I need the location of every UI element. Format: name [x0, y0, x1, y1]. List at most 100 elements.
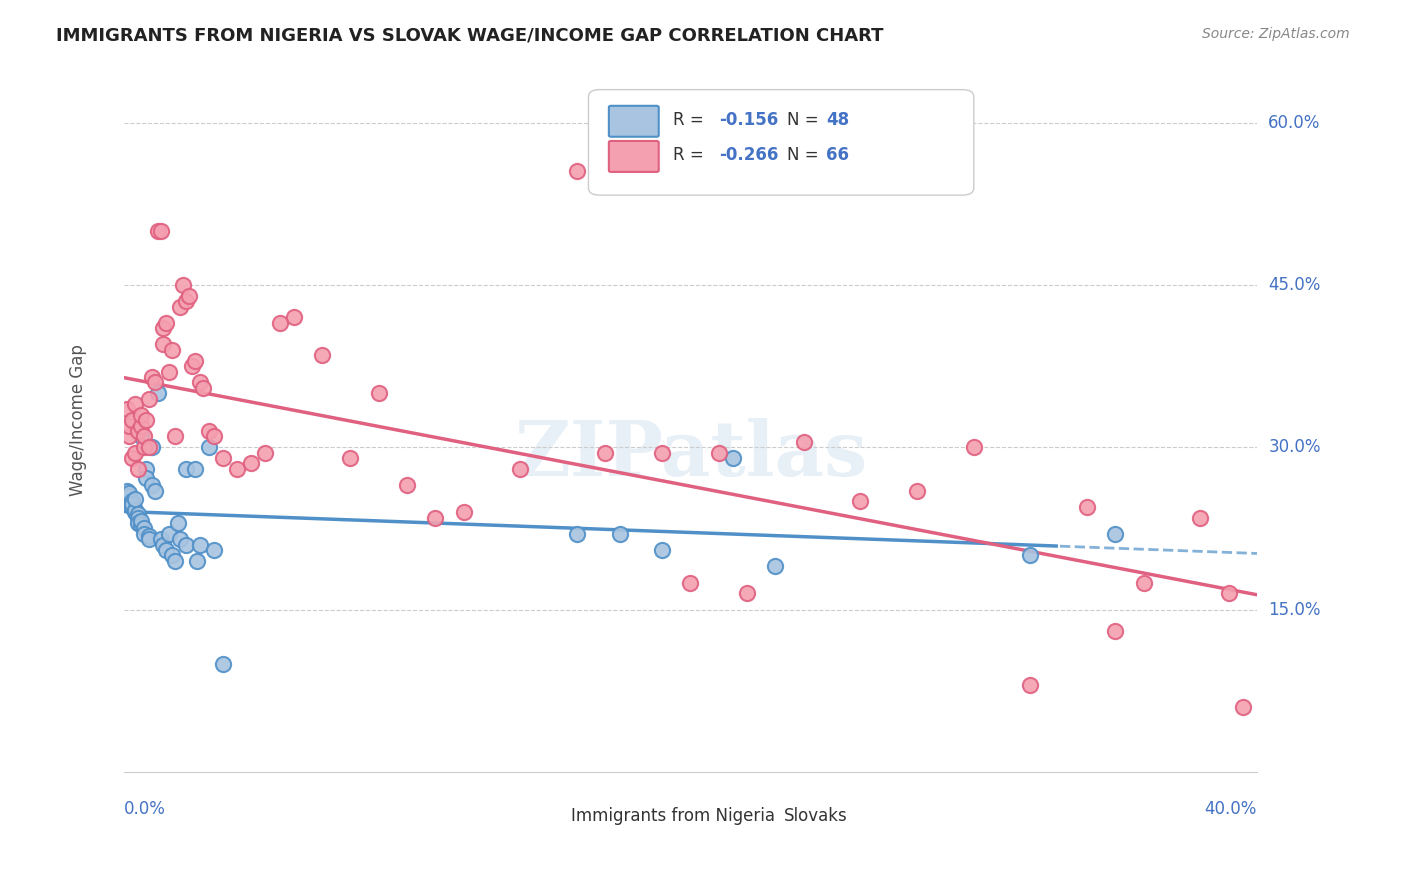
- Point: [565, 526, 588, 541]
- Point: [146, 386, 169, 401]
- Point: [707, 445, 730, 459]
- Point: [177, 289, 200, 303]
- Point: [283, 310, 305, 325]
- Point: [1019, 549, 1042, 563]
- Point: [963, 440, 986, 454]
- Point: [396, 478, 419, 492]
- Text: 15.0%: 15.0%: [1268, 600, 1320, 618]
- Point: [212, 657, 235, 671]
- Point: [905, 483, 928, 498]
- Text: 66: 66: [827, 146, 849, 164]
- Text: 45.0%: 45.0%: [1268, 276, 1320, 294]
- Point: [127, 424, 149, 438]
- Point: [212, 451, 235, 466]
- Point: [121, 496, 143, 510]
- Point: [124, 445, 146, 459]
- Point: [166, 516, 188, 530]
- Text: IMMIGRANTS FROM NIGERIA VS SLOVAK WAGE/INCOME GAP CORRELATION CHART: IMMIGRANTS FROM NIGERIA VS SLOVAK WAGE/I…: [56, 27, 884, 45]
- Point: [115, 402, 138, 417]
- Point: [198, 440, 221, 454]
- Point: [132, 526, 155, 541]
- Point: [157, 364, 180, 378]
- Text: Source: ZipAtlas.com: Source: ZipAtlas.com: [1202, 27, 1350, 41]
- Point: [765, 559, 787, 574]
- Point: [138, 533, 160, 547]
- Text: R =: R =: [673, 146, 710, 164]
- Text: 0.0%: 0.0%: [124, 800, 166, 818]
- Point: [127, 516, 149, 530]
- Point: [339, 451, 361, 466]
- Point: [180, 359, 202, 373]
- Point: [149, 533, 172, 547]
- Point: [509, 462, 531, 476]
- Point: [127, 462, 149, 476]
- Text: 40.0%: 40.0%: [1205, 800, 1257, 818]
- Point: [226, 462, 249, 476]
- Point: [132, 429, 155, 443]
- Point: [1218, 586, 1240, 600]
- Point: [124, 397, 146, 411]
- Point: [188, 376, 211, 390]
- Point: [132, 521, 155, 535]
- Point: [121, 494, 143, 508]
- Point: [118, 489, 141, 503]
- Point: [127, 508, 149, 522]
- Point: [149, 224, 172, 238]
- Point: [1104, 526, 1126, 541]
- Point: [124, 503, 146, 517]
- Point: [152, 321, 174, 335]
- Point: [141, 370, 163, 384]
- Point: [254, 445, 277, 459]
- Point: [118, 485, 141, 500]
- Point: [121, 451, 143, 466]
- Point: [129, 518, 152, 533]
- Point: [651, 543, 673, 558]
- Point: [679, 575, 702, 590]
- Point: [188, 538, 211, 552]
- Point: [129, 429, 152, 443]
- Point: [1076, 500, 1098, 514]
- Point: [735, 586, 758, 600]
- Text: R =: R =: [673, 111, 710, 128]
- Point: [163, 429, 186, 443]
- Point: [269, 316, 291, 330]
- Text: N =: N =: [787, 146, 824, 164]
- Point: [721, 451, 744, 466]
- Point: [183, 353, 205, 368]
- Text: 60.0%: 60.0%: [1268, 113, 1320, 132]
- Point: [138, 392, 160, 406]
- Point: [129, 408, 152, 422]
- Point: [1189, 510, 1212, 524]
- Point: [124, 492, 146, 507]
- Point: [174, 538, 197, 552]
- Point: [1232, 700, 1254, 714]
- Point: [115, 483, 138, 498]
- Point: [169, 533, 191, 547]
- Point: [132, 440, 155, 454]
- Point: [163, 554, 186, 568]
- Point: [849, 494, 872, 508]
- Point: [155, 316, 177, 330]
- Point: [172, 277, 194, 292]
- Text: Immigrants from Nigeria: Immigrants from Nigeria: [571, 806, 776, 824]
- Point: [129, 514, 152, 528]
- Point: [127, 510, 149, 524]
- Point: [129, 418, 152, 433]
- Point: [152, 337, 174, 351]
- Text: 30.0%: 30.0%: [1268, 438, 1320, 457]
- Text: ZIPatlas: ZIPatlas: [515, 418, 868, 492]
- Point: [174, 462, 197, 476]
- Point: [143, 376, 166, 390]
- Point: [311, 348, 333, 362]
- Point: [183, 462, 205, 476]
- Point: [1019, 678, 1042, 692]
- Point: [141, 478, 163, 492]
- Point: [204, 429, 226, 443]
- Point: [143, 483, 166, 498]
- FancyBboxPatch shape: [609, 141, 659, 172]
- Text: 48: 48: [827, 111, 849, 128]
- Point: [141, 440, 163, 454]
- Point: [152, 538, 174, 552]
- Point: [1104, 624, 1126, 639]
- Point: [135, 413, 157, 427]
